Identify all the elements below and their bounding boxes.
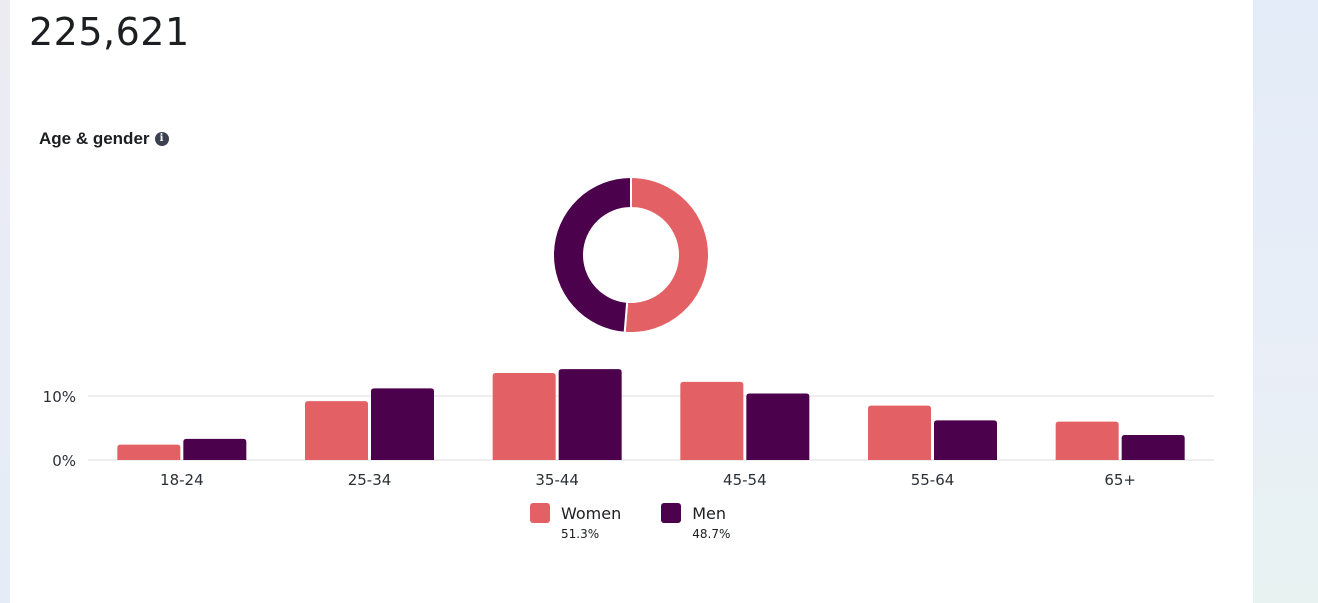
legend-label-men: Men [692, 503, 727, 523]
bar-men-55-64[interactable] [934, 420, 997, 460]
y-tick-label-1: 10% [43, 388, 76, 406]
x-axis-ticks: 18-24 25-34 35-44 45-54 55-64 65+ [160, 471, 1136, 489]
legend-item-men[interactable]: Men 48.7% [661, 503, 730, 541]
legend-value-women: 51.3% [561, 527, 600, 541]
y-tick-label-0: 0% [52, 452, 76, 470]
bar-women-65+[interactable] [1055, 421, 1119, 460]
x-tick-label-55-64: 55-64 [911, 471, 955, 489]
gender-donut [552, 175, 710, 334]
bar-women-35-44[interactable] [492, 372, 556, 460]
x-tick-label-35-44: 35-44 [535, 471, 579, 489]
bar-women-55-64[interactable] [868, 405, 931, 460]
legend-item-women[interactable]: Women 51.3% [530, 503, 621, 541]
bar-men-65+[interactable] [1121, 435, 1185, 460]
x-tick-label-18-24: 18-24 [160, 471, 204, 489]
donut-slice-men[interactable] [552, 175, 632, 334]
page-background-edge [0, 0, 10, 603]
legend-label-women: Women [561, 503, 622, 523]
legend-value-men: 48.7% [692, 527, 731, 541]
chart-legend: Women 51.3% Men 48.7% [530, 503, 730, 541]
donut-slice-women[interactable] [623, 175, 710, 334]
bar-women-25-34[interactable] [305, 401, 368, 460]
legend-swatch-men [661, 503, 682, 523]
bar-women-45-54[interactable] [680, 381, 744, 460]
age-bars [117, 369, 1185, 460]
info-icon[interactable]: i [154, 132, 169, 146]
x-tick-label-45-54: 45-54 [723, 471, 767, 489]
section-title-label: Age & gender [39, 129, 150, 148]
x-tick-label-65+: 65+ [1104, 471, 1136, 489]
legend-swatch-women [530, 503, 550, 523]
bar-women-18-24[interactable] [117, 444, 181, 460]
x-tick-label-25-34: 25-34 [348, 471, 392, 489]
bar-men-18-24[interactable] [183, 438, 247, 460]
bar-men-25-34[interactable] [371, 388, 434, 460]
bar-chart-grid: 0% 10% [43, 388, 1214, 470]
bar-men-35-44[interactable] [558, 369, 622, 460]
bar-men-45-54[interactable] [746, 393, 810, 460]
section-title: Age & gender i [39, 129, 169, 149]
total-audience-count: 225,621 [29, 10, 190, 54]
